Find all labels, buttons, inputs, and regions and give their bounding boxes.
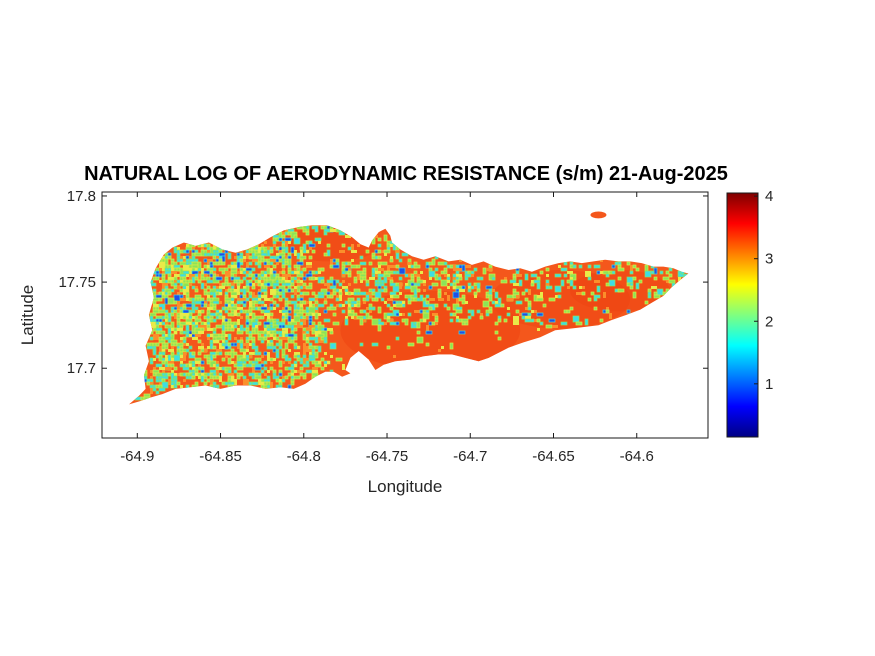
x-tick-label: -64.75 — [366, 448, 409, 465]
colorbar-tick-label: 4 — [765, 188, 773, 205]
high-resistance-patch — [340, 290, 521, 370]
colorbar-tick-label: 3 — [765, 251, 773, 268]
x-tick-label: -64.65 — [532, 448, 575, 465]
chart-title: NATURAL LOG OF AERODYNAMIC RESISTANCE (s… — [84, 163, 728, 185]
y-tick-labels: 17.7 17.75 17.8 — [58, 188, 96, 377]
x-tick-label: -64.7 — [453, 448, 487, 465]
colorbar-gradient — [726, 192, 759, 438]
x-tick-label: -64.8 — [287, 448, 321, 465]
x-tick-label: -64.85 — [199, 448, 242, 465]
island-map — [129, 211, 689, 405]
x-tick-label: -64.9 — [120, 448, 154, 465]
x-tick-labels: -64.9 -64.85 -64.8 -64.75 -64.7 -64.65 -64.6 — [120, 448, 654, 465]
colorbar: 1 2 3 4 — [726, 188, 773, 438]
x-axis-label: Longitude — [367, 477, 443, 496]
speckle-layer — [134, 225, 688, 401]
colorbar-tick-label: 2 — [765, 313, 773, 330]
offshore-islet — [590, 211, 607, 219]
y-tick-label: 17.8 — [67, 188, 96, 205]
axes — [101, 191, 709, 439]
y-tick-label: 17.75 — [58, 274, 96, 291]
axes-box — [101, 191, 709, 439]
x-tick-label: -64.6 — [620, 448, 654, 465]
y-tick-label: 17.7 — [67, 360, 96, 377]
colorbar-tick-label: 1 — [765, 376, 773, 393]
